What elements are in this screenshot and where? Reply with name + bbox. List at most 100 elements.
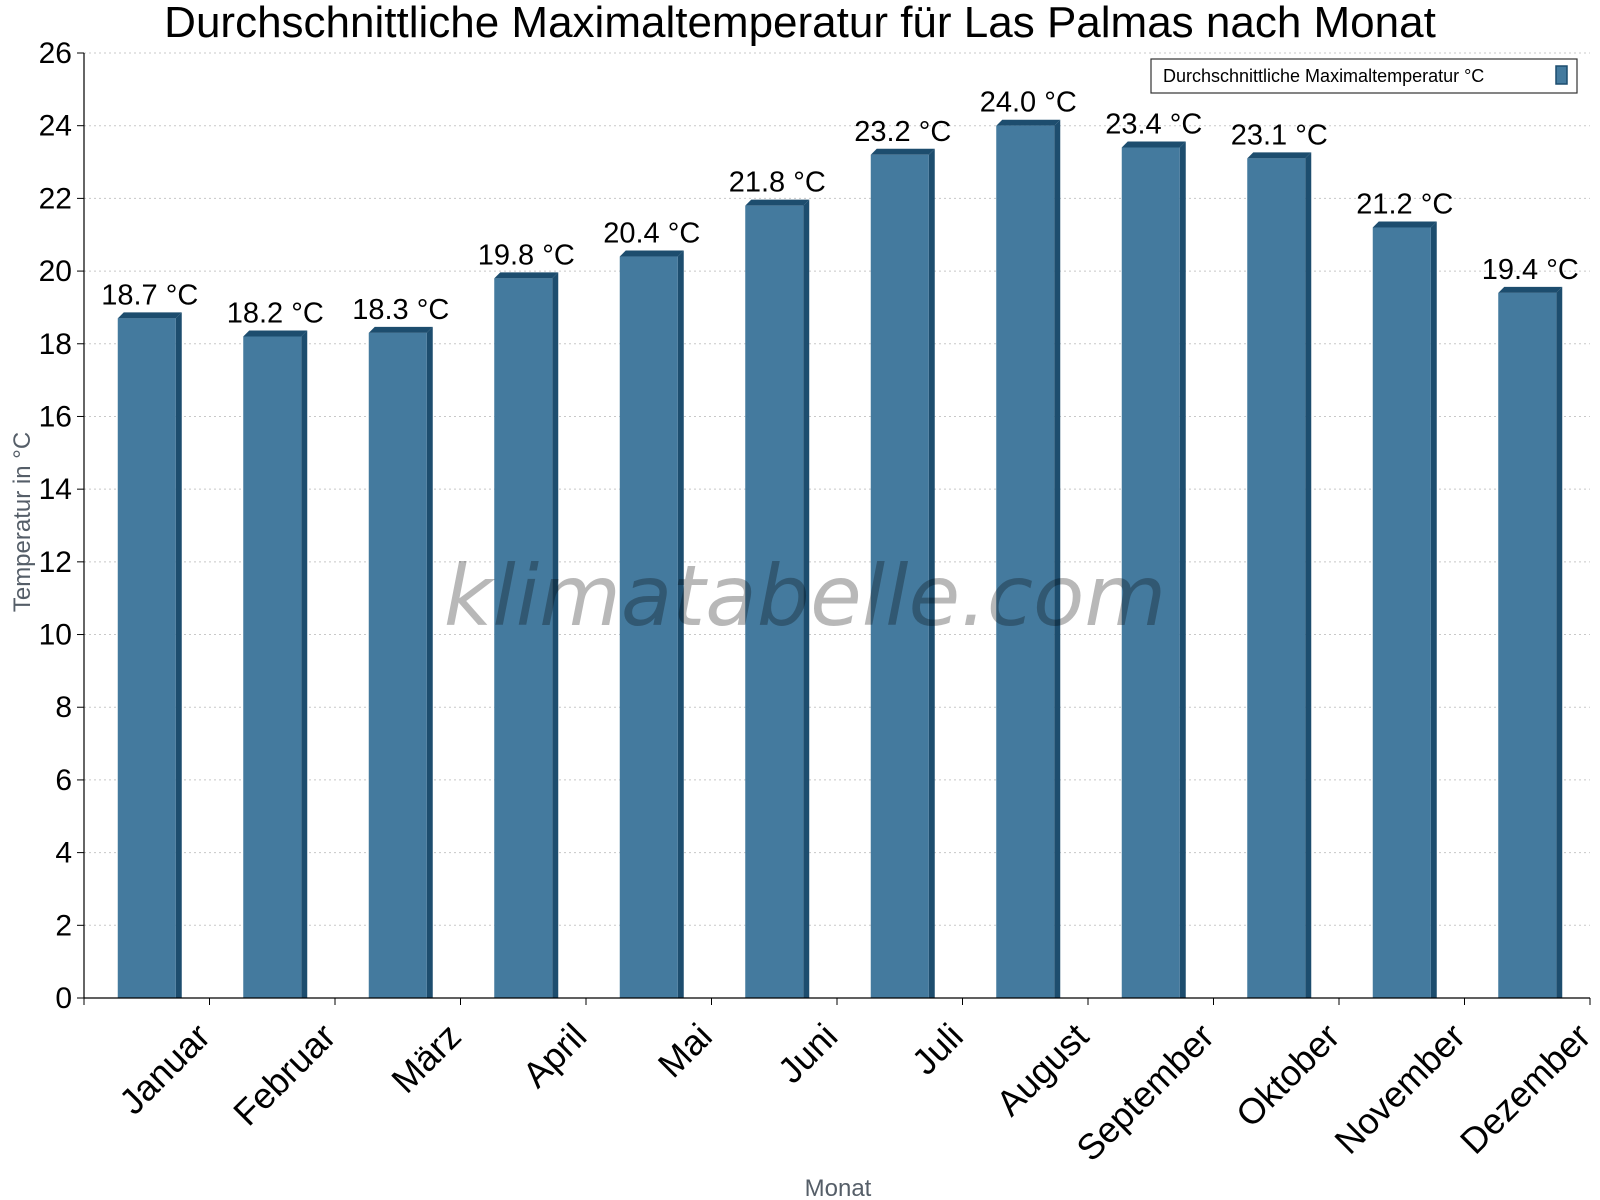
bar xyxy=(494,278,553,998)
data-labels: 18.7 °C 18.2 °C 18.3 °C 19.8 °C 20.4 °C 21.8 … xyxy=(101,87,1579,330)
bar xyxy=(243,336,302,998)
bar-mai xyxy=(619,250,684,999)
x-tick-label: März xyxy=(383,1015,469,1101)
bar-top xyxy=(1372,221,1437,228)
axes xyxy=(77,52,1591,1005)
x-axis-title: Monat xyxy=(805,1175,872,1200)
bar xyxy=(368,332,427,999)
data-label: 19.4 °C xyxy=(1482,254,1579,286)
bar-top xyxy=(243,330,308,337)
legend-label: Durchschnittliche Maximaltemperatur °C xyxy=(1163,66,1484,86)
bar-top xyxy=(619,250,684,257)
grid-lines xyxy=(84,52,1590,926)
legend-swatch xyxy=(1555,65,1568,85)
bar-top xyxy=(996,119,1061,126)
data-label: 23.2 °C xyxy=(854,116,951,148)
y-tick-label: 14 xyxy=(39,473,72,506)
x-tick-label: November xyxy=(1326,1015,1472,1161)
bar xyxy=(1247,158,1306,999)
bar-top xyxy=(117,312,182,319)
bar-side xyxy=(928,148,935,998)
bar-top xyxy=(870,148,935,155)
y-tick-label: 10 xyxy=(39,619,72,652)
x-tick-label: Juni xyxy=(770,1015,846,1091)
x-tick-label: Februar xyxy=(225,1015,343,1133)
y-tick-label: 0 xyxy=(55,982,72,1015)
bar-november xyxy=(1372,221,1437,998)
x-tick-label: August xyxy=(988,1015,1096,1123)
bar-side xyxy=(803,199,810,999)
bar xyxy=(870,154,929,998)
bar-side xyxy=(1054,119,1061,998)
bar xyxy=(1372,227,1431,998)
y-tick-label: 16 xyxy=(39,400,72,433)
x-tick-labels: Januar Februar März April Mai Juni Juli AugustS… xyxy=(111,1015,1598,1169)
data-label: 24.0 °C xyxy=(980,87,1077,119)
x-tick-label: Mai xyxy=(650,1015,720,1085)
data-label: 21.2 °C xyxy=(1356,188,1453,220)
bar-top xyxy=(494,272,559,279)
bar xyxy=(117,318,176,999)
x-tick-label: Dezember xyxy=(1452,1015,1598,1161)
bar-side xyxy=(426,326,433,999)
bar xyxy=(996,125,1055,998)
data-label: 18.7 °C xyxy=(101,279,198,311)
x-tick-label: September xyxy=(1068,1015,1222,1169)
bar-märz xyxy=(368,326,433,999)
bar-side xyxy=(175,312,182,999)
y-tick-label: 26 xyxy=(39,37,72,70)
bar-dezember xyxy=(1498,286,1563,998)
chart-title: Durchschnittliche Maximaltemperatur für … xyxy=(164,0,1436,47)
legend: Durchschnittliche Maximaltemperatur °C xyxy=(1150,58,1578,94)
bar-side xyxy=(1556,286,1563,998)
bars xyxy=(117,119,1563,999)
data-label: 19.8 °C xyxy=(478,239,575,271)
y-tick-label: 6 xyxy=(55,764,72,797)
data-label: 18.2 °C xyxy=(227,298,324,330)
data-label: 20.4 °C xyxy=(603,218,700,250)
bar-januar xyxy=(117,312,182,999)
bar-september xyxy=(1121,141,1186,998)
bar-top xyxy=(745,199,810,206)
bar-side xyxy=(552,272,559,998)
bar xyxy=(619,256,678,998)
bar-top xyxy=(1247,152,1312,159)
bar-april xyxy=(494,272,559,998)
bar-oktober xyxy=(1247,152,1312,999)
bar xyxy=(745,205,804,999)
watermark: klimatabelle.com xyxy=(444,547,1167,645)
bar-side xyxy=(1179,141,1186,998)
data-label: 23.1 °C xyxy=(1231,119,1328,151)
legend-box xyxy=(1150,58,1578,94)
y-tick-label: 24 xyxy=(39,110,72,143)
bar xyxy=(1498,292,1557,998)
y-tick-label: 8 xyxy=(55,691,72,724)
y-tick-label: 18 xyxy=(39,328,72,361)
bar-side xyxy=(677,250,684,999)
y-axis-title: Temperatur in °C xyxy=(9,432,36,612)
bar-februar xyxy=(243,330,308,998)
bar-juli xyxy=(870,148,935,998)
y-tick-label: 12 xyxy=(39,546,72,579)
data-label: 18.3 °C xyxy=(352,294,449,326)
x-tick-label: April xyxy=(514,1015,594,1095)
data-label: 21.8 °C xyxy=(729,167,826,199)
bar xyxy=(1121,147,1180,998)
data-label: 23.4 °C xyxy=(1105,109,1202,141)
x-tick-label: Januar xyxy=(111,1015,218,1122)
bar-juni xyxy=(745,199,810,999)
bar-august xyxy=(996,119,1061,998)
bar-top xyxy=(368,326,433,333)
bar-top xyxy=(1121,141,1186,148)
bar-side xyxy=(1305,152,1312,999)
x-tick-label: Juli xyxy=(904,1015,971,1082)
bar-top xyxy=(1498,286,1563,293)
y-tick-label: 20 xyxy=(39,255,72,288)
bar-side xyxy=(1430,221,1437,998)
x-tick-label: Oktober xyxy=(1228,1015,1348,1135)
bar-side xyxy=(301,330,308,998)
y-tick-label: 22 xyxy=(39,182,72,215)
y-tick-label: 4 xyxy=(55,837,72,870)
